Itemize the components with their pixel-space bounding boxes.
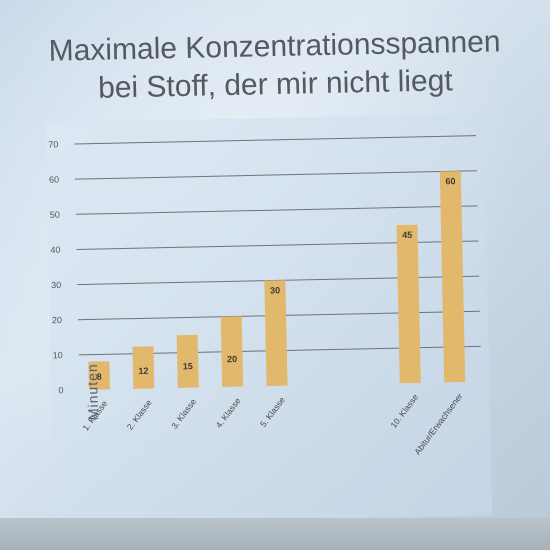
data-label: 60 bbox=[445, 176, 455, 186]
chart-panel: 0 10 20 30 40 50 60 70 8 1. Klasse 12 2. Klasse 15 3.… bbox=[45, 113, 493, 525]
slide-title: Maximale Konzentrationsspannen bei Stoff… bbox=[0, 22, 550, 110]
data-label: 45 bbox=[402, 230, 412, 240]
x-tick-label: 10. Klasse bbox=[388, 392, 420, 430]
y-tick-label: 10 bbox=[53, 350, 63, 360]
gridline bbox=[74, 135, 477, 145]
gridline bbox=[75, 170, 477, 180]
y-tick-label: 0 bbox=[58, 385, 63, 395]
x-tick-label: Abitur/Erwachsener bbox=[412, 391, 465, 457]
bar bbox=[176, 334, 199, 388]
x-tick-label: 4. Klasse bbox=[214, 396, 243, 430]
data-label: 15 bbox=[183, 361, 193, 371]
x-tick-label: 2. Klasse bbox=[125, 397, 154, 431]
bar bbox=[439, 171, 466, 383]
data-label: 12 bbox=[138, 366, 148, 376]
y-tick-label: 60 bbox=[49, 175, 59, 185]
screen-bottom-edge bbox=[0, 518, 550, 550]
y-tick-label: 40 bbox=[50, 245, 60, 255]
y-tick-label: 70 bbox=[48, 139, 58, 149]
x-tick-label: 5. Klasse bbox=[258, 395, 287, 429]
gridline bbox=[75, 205, 478, 215]
y-tick-label: 20 bbox=[52, 315, 62, 325]
y-tick-label: 50 bbox=[50, 210, 60, 220]
data-label: 8 bbox=[97, 372, 102, 382]
bar bbox=[396, 224, 421, 384]
bar bbox=[88, 361, 110, 390]
bar bbox=[264, 280, 288, 387]
gridline bbox=[76, 240, 479, 250]
data-label: 30 bbox=[270, 285, 280, 295]
bar bbox=[220, 316, 244, 387]
y-tick-label: 30 bbox=[51, 280, 61, 290]
data-label: 20 bbox=[227, 354, 237, 364]
x-tick-label: 3. Klasse bbox=[169, 397, 198, 431]
bar bbox=[132, 346, 155, 389]
y-axis-label: Minuten bbox=[83, 363, 102, 421]
